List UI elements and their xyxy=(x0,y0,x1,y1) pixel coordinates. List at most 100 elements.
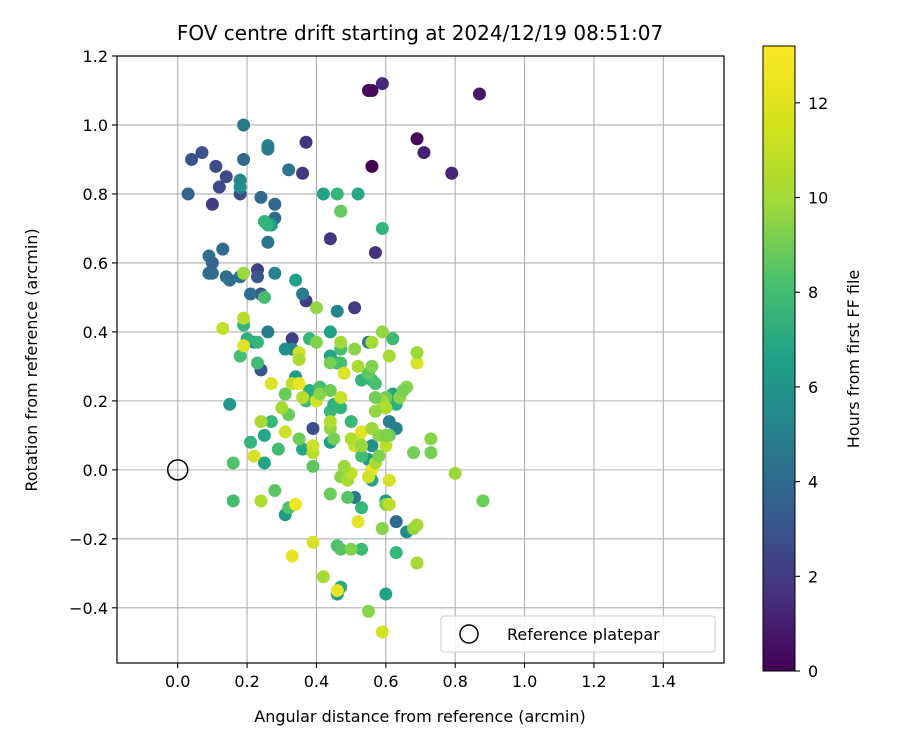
data-point xyxy=(250,356,264,370)
data-point xyxy=(185,152,199,166)
data-point xyxy=(282,163,296,177)
data-point xyxy=(334,401,348,415)
data-point xyxy=(355,449,369,463)
data-point xyxy=(407,446,421,460)
data-point xyxy=(292,432,306,446)
data-point xyxy=(306,421,320,435)
data-point xyxy=(268,484,282,498)
data-point xyxy=(375,521,389,535)
data-point xyxy=(323,232,337,246)
data-point xyxy=(365,159,379,173)
data-point xyxy=(247,449,261,463)
data-point xyxy=(205,256,219,270)
data-point xyxy=(344,432,358,446)
x-tick-label: 0.0 xyxy=(165,672,190,691)
data-point xyxy=(382,497,396,511)
colorbar-tick-label: 10 xyxy=(808,189,828,208)
data-point xyxy=(351,359,365,373)
data-point xyxy=(216,242,230,256)
y-tick-label: −0.4 xyxy=(69,599,108,618)
data-point xyxy=(237,152,251,166)
data-point xyxy=(323,487,337,501)
data-point xyxy=(292,377,306,391)
colorbar-gradient xyxy=(762,45,796,672)
data-point xyxy=(351,515,365,529)
data-point xyxy=(365,83,379,97)
y-tick-label: −0.2 xyxy=(69,530,108,549)
data-point xyxy=(472,87,486,101)
x-tick-label: 0.6 xyxy=(373,672,398,691)
y-tick-label: 0.0 xyxy=(83,461,108,480)
y-tick-label: 1.2 xyxy=(83,47,108,66)
data-point xyxy=(410,518,424,532)
data-point xyxy=(355,501,369,515)
data-point xyxy=(330,584,344,598)
data-point xyxy=(334,335,348,349)
data-point xyxy=(306,459,320,473)
data-point xyxy=(254,494,268,508)
chart-title: FOV centre drift starting at 2024/12/19 … xyxy=(177,21,663,45)
reference-marker xyxy=(166,459,189,481)
data-point xyxy=(368,404,382,418)
data-point xyxy=(257,456,271,470)
data-point xyxy=(254,415,268,429)
y-tick-label: 0.2 xyxy=(83,392,108,411)
data-point xyxy=(445,166,459,180)
data-point xyxy=(209,159,223,173)
data-point xyxy=(382,473,396,487)
data-point xyxy=(278,425,292,439)
data-point xyxy=(285,332,299,346)
data-point xyxy=(323,356,337,370)
data-point xyxy=(361,604,375,618)
data-point xyxy=(285,549,299,563)
data-point xyxy=(396,384,410,398)
data-point xyxy=(271,442,285,456)
data-point xyxy=(237,311,251,325)
y-tick-label: 0.4 xyxy=(83,323,108,342)
data-point xyxy=(365,335,379,349)
data-point xyxy=(261,142,275,156)
data-point xyxy=(261,235,275,249)
plot-frame xyxy=(116,55,725,664)
data-point xyxy=(323,384,337,398)
data-point xyxy=(330,187,344,201)
x-tick-label: 1.0 xyxy=(512,672,537,691)
colorbar-tick-label: 0 xyxy=(808,662,818,681)
data-point xyxy=(410,356,424,370)
data-point xyxy=(410,132,424,146)
data-point xyxy=(278,387,292,401)
x-axis-label: Angular distance from reference (arcmin) xyxy=(254,707,585,726)
x-axis-ticks: 0.0 0.2 0.4 0.6 0.8 1.0 1.2 1.4 xyxy=(165,663,676,691)
data-point xyxy=(181,187,195,201)
data-point xyxy=(410,556,424,570)
data-point xyxy=(202,266,216,280)
data-point xyxy=(219,170,233,184)
x-tick-label: 1.2 xyxy=(581,672,606,691)
data-point xyxy=(313,387,327,401)
data-point xyxy=(337,366,351,380)
data-point xyxy=(379,428,393,442)
data-point xyxy=(355,542,369,556)
data-point xyxy=(306,439,320,453)
data-point xyxy=(344,542,358,556)
data-point xyxy=(334,542,348,556)
data-point xyxy=(250,335,264,349)
data-point xyxy=(254,190,268,204)
data-point xyxy=(448,466,462,480)
data-point xyxy=(365,359,379,373)
data-point xyxy=(382,349,396,363)
x-tick-label: 0.4 xyxy=(304,672,329,691)
y-axis-ticks: −0.4 −0.2 0.0 0.2 0.4 0.6 0.8 1.0 1.2 xyxy=(69,47,117,618)
data-point xyxy=(226,494,240,508)
data-point xyxy=(379,401,393,415)
data-point xyxy=(244,287,258,301)
data-point xyxy=(375,77,389,91)
data-point xyxy=(289,497,303,511)
legend-marker-circle-icon xyxy=(459,624,479,644)
data-point xyxy=(264,415,278,429)
colorbar-tick-label: 4 xyxy=(808,473,818,492)
data-point xyxy=(233,349,247,363)
legend-box xyxy=(440,615,716,653)
data-point xyxy=(292,353,306,366)
